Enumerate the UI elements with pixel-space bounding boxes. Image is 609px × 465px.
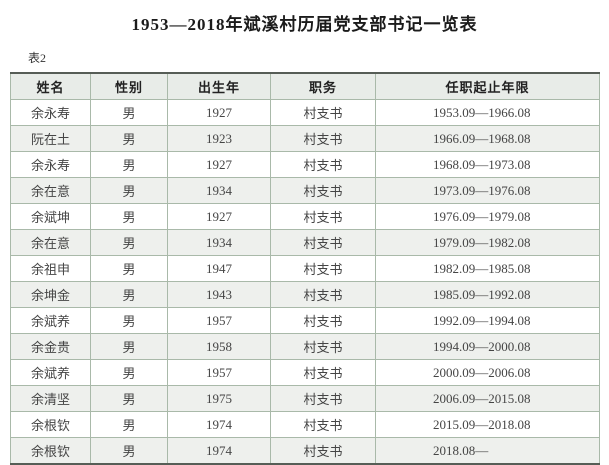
- table-row: 余永寿男 1927 村支书 1968.09—1973.08: [10, 151, 600, 178]
- cell-birth-year: 1974: [167, 411, 271, 438]
- table-row: 余根钦男 1974 村支书 2015.09—2018.08: [10, 411, 600, 438]
- cell-name: 余永寿: [10, 99, 91, 126]
- cell-name: 余根钦: [10, 437, 91, 465]
- cell-name: 余在意: [10, 177, 91, 204]
- page-title: 1953—2018年斌溪村历届党支部书记一览表: [131, 15, 478, 34]
- cell-position: 村支书: [270, 177, 376, 204]
- cell-name: 余在意: [10, 229, 91, 256]
- cell-birth-year: 1974: [167, 437, 271, 465]
- cell-name: 余金贵: [10, 333, 91, 360]
- table-caption: 表2: [28, 51, 47, 65]
- cell-birth-year: 1927: [167, 99, 271, 126]
- table-body: 余永寿男 1927 村支书 1953.09—1966.08 阮在土男 1923 村支书 196…: [10, 99, 600, 465]
- cell-gender: 男: [90, 203, 168, 230]
- cell-position: 村支书: [270, 437, 376, 465]
- cell-term: 1985.09—1992.08: [375, 281, 600, 308]
- cell-gender: 男: [90, 333, 168, 360]
- cell-gender: 男: [90, 281, 168, 308]
- cell-name: 阮在土: [10, 125, 91, 152]
- cell-name: 余斌养: [10, 307, 91, 334]
- table-row: 余斌养男 1957 村支书 1992.09—1994.08: [10, 307, 600, 334]
- cell-position: 村支书: [270, 281, 376, 308]
- cell-gender: 男: [90, 359, 168, 386]
- cell-position: 村支书: [270, 385, 376, 412]
- table-row: 余在意男 1934 村支书 1973.09—1976.08: [10, 177, 600, 204]
- cell-position: 村支书: [270, 99, 376, 126]
- cell-term: 2015.09—2018.08: [375, 411, 600, 438]
- cell-name: 余根钦: [10, 411, 91, 438]
- cell-name: 余永寿: [10, 151, 91, 178]
- cell-gender: 男: [90, 151, 168, 178]
- cell-gender: 男: [90, 307, 168, 334]
- cell-gender: 男: [90, 437, 168, 465]
- cell-term: 2000.09—2006.08: [375, 359, 600, 386]
- table-row: 余祖申男 1947 村支书 1982.09—1985.08: [10, 255, 600, 282]
- cell-name: 余斌坤: [10, 203, 91, 230]
- col-header-gender: 性别: [90, 72, 168, 100]
- cell-term: 2006.09—2015.08: [375, 385, 600, 412]
- cell-birth-year: 1934: [167, 177, 271, 204]
- cell-birth-year: 1958: [167, 333, 271, 360]
- col-header-term: 任职起止年限: [375, 72, 600, 100]
- cell-birth-year: 1957: [167, 359, 271, 386]
- cell-position: 村支书: [270, 411, 376, 438]
- table-row: 余斌养男 1957 村支书 2000.09—2006.08: [10, 359, 600, 386]
- cell-name: 余清坚: [10, 385, 91, 412]
- cell-term: 1966.09—1968.08: [375, 125, 600, 152]
- cell-birth-year: 1923: [167, 125, 271, 152]
- cell-term: 1968.09—1973.08: [375, 151, 600, 178]
- cell-birth-year: 1975: [167, 385, 271, 412]
- cell-gender: 男: [90, 385, 168, 412]
- cell-position: 村支书: [270, 203, 376, 230]
- cell-term: 1992.09—1994.08: [375, 307, 600, 334]
- cell-term: 2018.08—: [375, 437, 600, 465]
- cell-name: 余坤金: [10, 281, 91, 308]
- cell-gender: 男: [90, 99, 168, 126]
- cell-term: 1982.09—1985.08: [375, 255, 600, 282]
- cell-name: 余祖申: [10, 255, 91, 282]
- cell-birth-year: 1934: [167, 229, 271, 256]
- cell-position: 村支书: [270, 333, 376, 360]
- cell-term: 1973.09—1976.08: [375, 177, 600, 204]
- secretaries-table: 姓名 性别 出生年 职务 任职起止年限 余永寿男 1927 村支书 1953.09—1…: [10, 72, 600, 465]
- cell-term: 1976.09—1979.08: [375, 203, 600, 230]
- table-row: 余清坚男 1975 村支书 2006.09—2015.08: [10, 385, 600, 412]
- table-row: 余坤金男 1943 村支书 1985.09—1992.08: [10, 281, 600, 308]
- cell-position: 村支书: [270, 255, 376, 282]
- cell-position: 村支书: [270, 151, 376, 178]
- cell-gender: 男: [90, 177, 168, 204]
- cell-term: 1953.09—1966.08: [375, 99, 600, 126]
- cell-gender: 男: [90, 125, 168, 152]
- cell-birth-year: 1947: [167, 255, 271, 282]
- header-row: 姓名 性别 出生年 职务 任职起止年限: [10, 72, 600, 100]
- cell-term: 1979.09—1982.08: [375, 229, 600, 256]
- cell-birth-year: 1927: [167, 203, 271, 230]
- col-header-birth-year: 出生年: [167, 72, 271, 100]
- table-row: 余根钦男 1974 村支书 2018.08—: [10, 437, 600, 465]
- cell-name: 余斌养: [10, 359, 91, 386]
- cell-term: 1994.09—2000.08: [375, 333, 600, 360]
- cell-gender: 男: [90, 411, 168, 438]
- table-row: 余永寿男 1927 村支书 1953.09—1966.08: [10, 99, 600, 126]
- col-header-position: 职务: [270, 72, 376, 100]
- cell-birth-year: 1943: [167, 281, 271, 308]
- table-row: 余在意男 1934 村支书 1979.09—1982.08: [10, 229, 600, 256]
- cell-gender: 男: [90, 229, 168, 256]
- table-row: 余斌坤男 1927 村支书 1976.09—1979.08: [10, 203, 600, 230]
- table-row: 余金贵男 1958 村支书 1994.09—2000.08: [10, 333, 600, 360]
- col-header-name: 姓名: [10, 72, 91, 100]
- cell-position: 村支书: [270, 359, 376, 386]
- cell-position: 村支书: [270, 125, 376, 152]
- cell-gender: 男: [90, 255, 168, 282]
- table-row: 阮在土男 1923 村支书 1966.09—1968.08: [10, 125, 600, 152]
- cell-position: 村支书: [270, 229, 376, 256]
- cell-birth-year: 1957: [167, 307, 271, 334]
- cell-birth-year: 1927: [167, 151, 271, 178]
- cell-position: 村支书: [270, 307, 376, 334]
